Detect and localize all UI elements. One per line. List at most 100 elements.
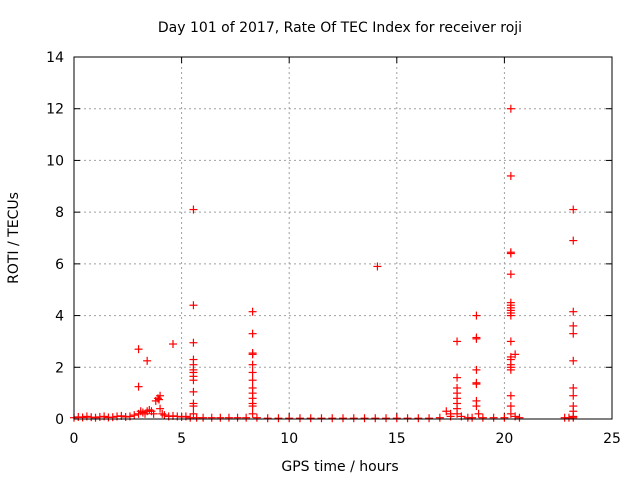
- data-point: [360, 414, 369, 423]
- y-tick-label: 8: [55, 205, 64, 221]
- data-point: [506, 311, 515, 320]
- chart-title: Day 101 of 2017, Rate Of TEC Index for r…: [158, 20, 522, 36]
- data-point: [189, 338, 198, 347]
- data-point: [569, 205, 578, 214]
- data-point: [506, 391, 515, 400]
- data-point: [233, 413, 242, 422]
- data-point: [569, 321, 578, 330]
- data-point: [252, 413, 261, 422]
- data-point: [506, 402, 515, 411]
- y-tick-label: 10: [46, 153, 64, 169]
- y-tick-label: 0: [55, 412, 64, 428]
- data-point: [199, 413, 208, 422]
- data-point: [472, 380, 481, 389]
- data-point: [414, 414, 423, 423]
- data-point: [506, 270, 515, 279]
- data-point: [506, 337, 515, 346]
- y-tick-label: 4: [55, 309, 64, 325]
- data-point: [506, 171, 515, 180]
- data-point: [149, 409, 158, 418]
- data-point: [134, 382, 143, 391]
- data-point: [189, 301, 198, 310]
- data-point: [506, 409, 515, 418]
- data-point: [472, 365, 481, 374]
- data-point: [306, 414, 315, 423]
- data-point: [248, 307, 257, 316]
- data-point: [472, 402, 481, 411]
- data-point: [207, 413, 216, 422]
- data-point: [569, 307, 578, 316]
- x-axis-label: GPS time / hours: [281, 459, 398, 475]
- data-point: [489, 413, 498, 422]
- y-tick-label: 12: [46, 102, 64, 118]
- data-point: [442, 407, 451, 416]
- x-tick-label: 5: [177, 431, 186, 447]
- grid-layer: [74, 57, 612, 419]
- data-point: [263, 414, 272, 423]
- x-tick-label: 10: [280, 431, 298, 447]
- data-point: [453, 409, 462, 418]
- data-point: [248, 409, 257, 418]
- data-point: [317, 414, 326, 423]
- data-point: [168, 340, 177, 349]
- data-point: [474, 409, 483, 418]
- data-point: [349, 414, 358, 423]
- data-point: [403, 414, 412, 423]
- data-point: [500, 413, 509, 422]
- data-point: [371, 414, 380, 423]
- data-point: [189, 387, 198, 396]
- data-points: [70, 104, 578, 423]
- data-point: [134, 345, 143, 354]
- data-point: [248, 402, 257, 411]
- data-point: [91, 413, 100, 422]
- data-point: [248, 350, 257, 359]
- data-point: [160, 411, 169, 420]
- data-point: [108, 413, 117, 422]
- data-point: [392, 414, 401, 423]
- data-point: [189, 205, 198, 214]
- tick-label-layer: 0 5 10 15 20 25 0 2 4 6 8 10 12 14: [46, 50, 621, 447]
- x-tick-label: 25: [603, 431, 621, 447]
- x-tick-label: 20: [495, 431, 513, 447]
- data-point: [506, 365, 515, 374]
- data-point: [248, 360, 257, 369]
- data-point: [569, 329, 578, 338]
- data-point: [274, 414, 283, 423]
- x-tick-label: 0: [70, 431, 79, 447]
- data-point: [156, 391, 165, 400]
- data-point: [511, 350, 520, 359]
- data-point: [373, 262, 382, 271]
- data-point: [285, 414, 294, 423]
- data-point: [328, 414, 337, 423]
- data-point: [468, 413, 477, 422]
- data-point: [453, 337, 462, 346]
- x-tick-label: 15: [388, 431, 406, 447]
- data-point: [155, 395, 164, 404]
- data-point: [248, 368, 257, 377]
- data-point: [295, 414, 304, 423]
- y-axis-label: ROTI / TECUs: [6, 192, 22, 284]
- data-point: [569, 236, 578, 245]
- tick-layer: [73, 56, 613, 420]
- data-point: [569, 391, 578, 400]
- data-point: [453, 373, 462, 382]
- data-point: [156, 404, 165, 413]
- data-point: [216, 413, 225, 422]
- data-point: [506, 249, 515, 258]
- y-tick-label: 14: [46, 50, 64, 66]
- data-point: [515, 413, 524, 422]
- plot-frame: [73, 56, 613, 420]
- data-point: [425, 414, 434, 423]
- data-point: [224, 413, 233, 422]
- data-point: [248, 329, 257, 338]
- data-point: [189, 376, 198, 385]
- data-point: [472, 334, 481, 343]
- data-point: [478, 413, 487, 422]
- y-tick-label: 6: [55, 257, 64, 273]
- data-point: [143, 356, 152, 365]
- data-point: [242, 413, 251, 422]
- data-point: [339, 414, 347, 423]
- data-point: [472, 311, 481, 320]
- data-point: [569, 383, 578, 392]
